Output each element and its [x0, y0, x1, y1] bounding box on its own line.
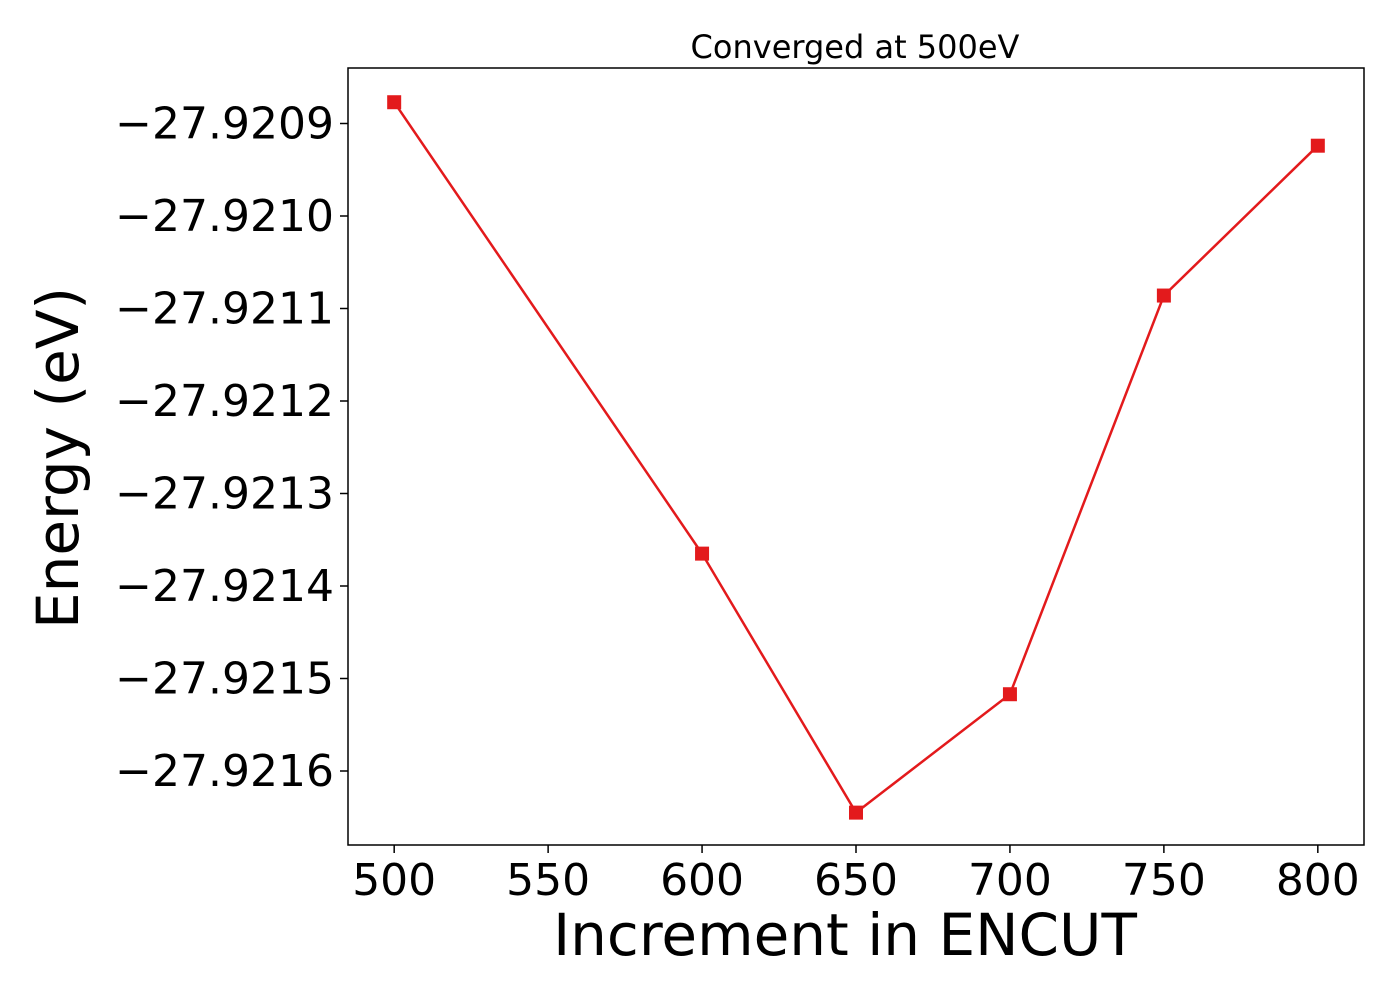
data-point-marker [1310, 138, 1325, 153]
data-point-marker [1002, 687, 1017, 702]
x-tick-label: 650 [814, 855, 898, 906]
data-point-marker [1156, 288, 1171, 303]
data-point-marker [387, 95, 402, 110]
y-tick-label: −27.9215 [115, 654, 334, 705]
x-tick-label: 750 [1122, 855, 1206, 906]
data-point-marker [849, 805, 863, 820]
chart-title: Converged at 500eV [691, 28, 1020, 66]
series-layer [387, 95, 1325, 820]
series-line [393, 101, 1319, 815]
y-tick-label: −27.9214 [115, 561, 334, 612]
y-tick-label: −27.9210 [115, 191, 334, 242]
y-tick-label: −27.9213 [115, 469, 334, 520]
y-tick-label: −27.9212 [115, 376, 334, 427]
data-point-marker [695, 546, 710, 561]
y-axis-label: Energy (eV) [24, 287, 92, 629]
y-tick-label: −27.9216 [115, 746, 334, 797]
plot-area-frame [347, 67, 1365, 846]
y-axis: −27.9209 −27.9210 −27.9211 −27.9212 −27.9213… [115, 99, 348, 797]
x-axis-label: Increment in ENCUT [553, 901, 1137, 969]
x-axis: 500 550 600 650 700 750 800 [352, 845, 1360, 906]
y-tick-label: −27.9209 [115, 99, 334, 150]
x-tick-label: 700 [968, 855, 1052, 906]
x-tick-label: 500 [352, 855, 436, 906]
x-tick-label: 800 [1276, 855, 1360, 906]
y-tick-label: −27.9211 [115, 284, 334, 335]
x-tick-label: 550 [506, 855, 590, 906]
x-tick-label: 600 [660, 855, 744, 906]
